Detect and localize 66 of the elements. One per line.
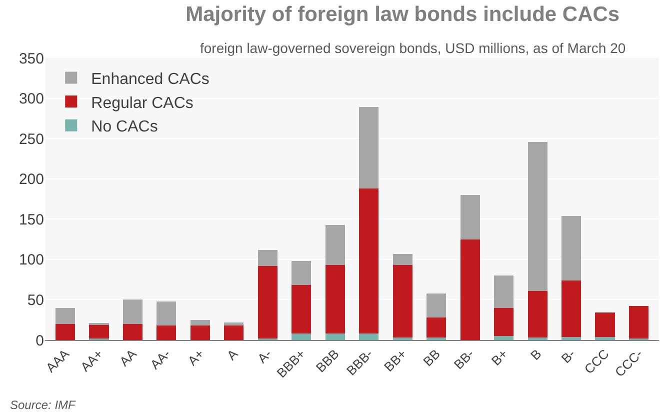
bar xyxy=(494,308,514,336)
x-tick-label: BB+ xyxy=(381,346,410,374)
bar xyxy=(325,265,345,334)
x-tick-label: AA- xyxy=(147,346,174,372)
bar xyxy=(258,266,278,338)
legend-label: No CACs xyxy=(91,118,158,136)
bar xyxy=(292,334,312,340)
y-tick-label: 350 xyxy=(18,50,44,68)
x-tick-label: A+ xyxy=(184,346,207,368)
bar xyxy=(292,261,312,286)
bar xyxy=(325,224,345,266)
bar xyxy=(460,194,480,240)
bar xyxy=(325,334,345,340)
bar xyxy=(292,285,312,334)
bar xyxy=(156,301,176,326)
legend-label: Enhanced CACs xyxy=(91,70,210,88)
bar xyxy=(89,324,109,338)
x-tick-label: A- xyxy=(254,346,274,366)
bar xyxy=(122,324,142,340)
source-note: Source: IMF xyxy=(10,398,76,412)
bar xyxy=(359,107,379,189)
bar xyxy=(359,188,379,334)
bar xyxy=(460,239,480,340)
y-tick-label: 200 xyxy=(18,171,44,188)
bar xyxy=(156,326,176,340)
y-tick-label: 300 xyxy=(18,90,44,108)
y-tick-label: 150 xyxy=(18,211,44,228)
bar xyxy=(55,308,76,324)
bar xyxy=(562,336,582,340)
chart-subtitle: foreign law-governed sovereign bonds, USD millions, as of March 20 xyxy=(200,40,626,56)
bar xyxy=(562,216,582,280)
chart-title: Majority of foreign law bonds include CACs xyxy=(186,2,620,26)
bar xyxy=(190,320,210,326)
legend-label: Regular CACs xyxy=(91,94,194,112)
y-tick-label: 50 xyxy=(27,292,44,309)
bar xyxy=(224,322,244,326)
bar xyxy=(258,250,278,266)
bar xyxy=(528,142,548,291)
bar xyxy=(122,300,142,324)
bar xyxy=(224,326,244,340)
bar xyxy=(359,334,379,340)
x-tick-label: B- xyxy=(558,346,578,366)
x-tick-label: A xyxy=(224,346,241,363)
x-tick-label: AAA xyxy=(42,346,72,376)
bar xyxy=(392,265,412,338)
bar xyxy=(595,336,615,340)
x-tick-label: B xyxy=(528,346,544,363)
x-tick-label: AA+ xyxy=(77,346,106,374)
bar xyxy=(595,312,615,337)
bar xyxy=(494,336,514,340)
bar xyxy=(494,276,514,308)
bar xyxy=(628,306,649,338)
bar xyxy=(426,317,446,338)
y-tick-label: 250 xyxy=(18,130,44,148)
bar xyxy=(426,293,446,318)
y-tick-label: 100 xyxy=(18,252,44,269)
y-tick-label: 0 xyxy=(36,332,44,350)
bar xyxy=(392,254,412,266)
x-tick-label: AA xyxy=(116,346,140,370)
bar xyxy=(562,280,582,337)
bar xyxy=(528,290,548,338)
x-tick-label: BB xyxy=(420,346,444,370)
x-tick-label: BB- xyxy=(450,346,477,372)
x-tick-label: B+ xyxy=(488,346,511,368)
bar xyxy=(55,324,76,340)
bar xyxy=(190,326,210,340)
